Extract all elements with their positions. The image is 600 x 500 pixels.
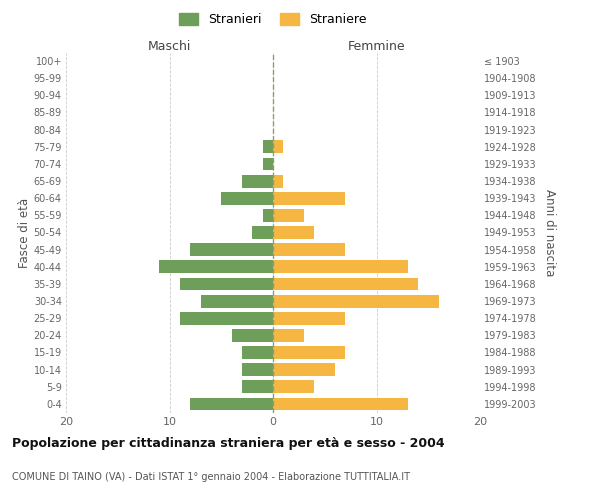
Bar: [242, 346, 273, 359]
Bar: [263, 209, 273, 222]
Bar: [159, 260, 273, 273]
Bar: [273, 398, 407, 410]
Bar: [273, 192, 346, 204]
Bar: [273, 329, 304, 342]
Y-axis label: Fasce di età: Fasce di età: [17, 198, 31, 268]
Bar: [273, 294, 439, 308]
Bar: [273, 226, 314, 239]
Bar: [200, 294, 273, 308]
Bar: [273, 260, 407, 273]
Bar: [190, 398, 273, 410]
Bar: [273, 209, 304, 222]
Bar: [273, 278, 418, 290]
Bar: [242, 380, 273, 393]
Bar: [273, 380, 314, 393]
Legend: Stranieri, Straniere: Stranieri, Straniere: [175, 8, 371, 32]
Bar: [273, 363, 335, 376]
Y-axis label: Anni di nascita: Anni di nascita: [544, 189, 556, 276]
Bar: [232, 329, 273, 342]
Bar: [242, 363, 273, 376]
Text: Maschi: Maschi: [148, 40, 191, 52]
Bar: [273, 346, 346, 359]
Text: COMUNE DI TAINO (VA) - Dati ISTAT 1° gennaio 2004 - Elaborazione TUTTITALIA.IT: COMUNE DI TAINO (VA) - Dati ISTAT 1° gen…: [12, 472, 410, 482]
Bar: [263, 140, 273, 153]
Bar: [273, 312, 346, 324]
Bar: [190, 243, 273, 256]
Bar: [242, 174, 273, 188]
Bar: [180, 312, 273, 324]
Bar: [273, 174, 283, 188]
Bar: [273, 140, 283, 153]
Text: Popolazione per cittadinanza straniera per età e sesso - 2004: Popolazione per cittadinanza straniera p…: [12, 438, 445, 450]
Bar: [263, 158, 273, 170]
Bar: [180, 278, 273, 290]
Text: Femmine: Femmine: [347, 40, 406, 52]
Bar: [273, 243, 346, 256]
Bar: [221, 192, 273, 204]
Bar: [253, 226, 273, 239]
